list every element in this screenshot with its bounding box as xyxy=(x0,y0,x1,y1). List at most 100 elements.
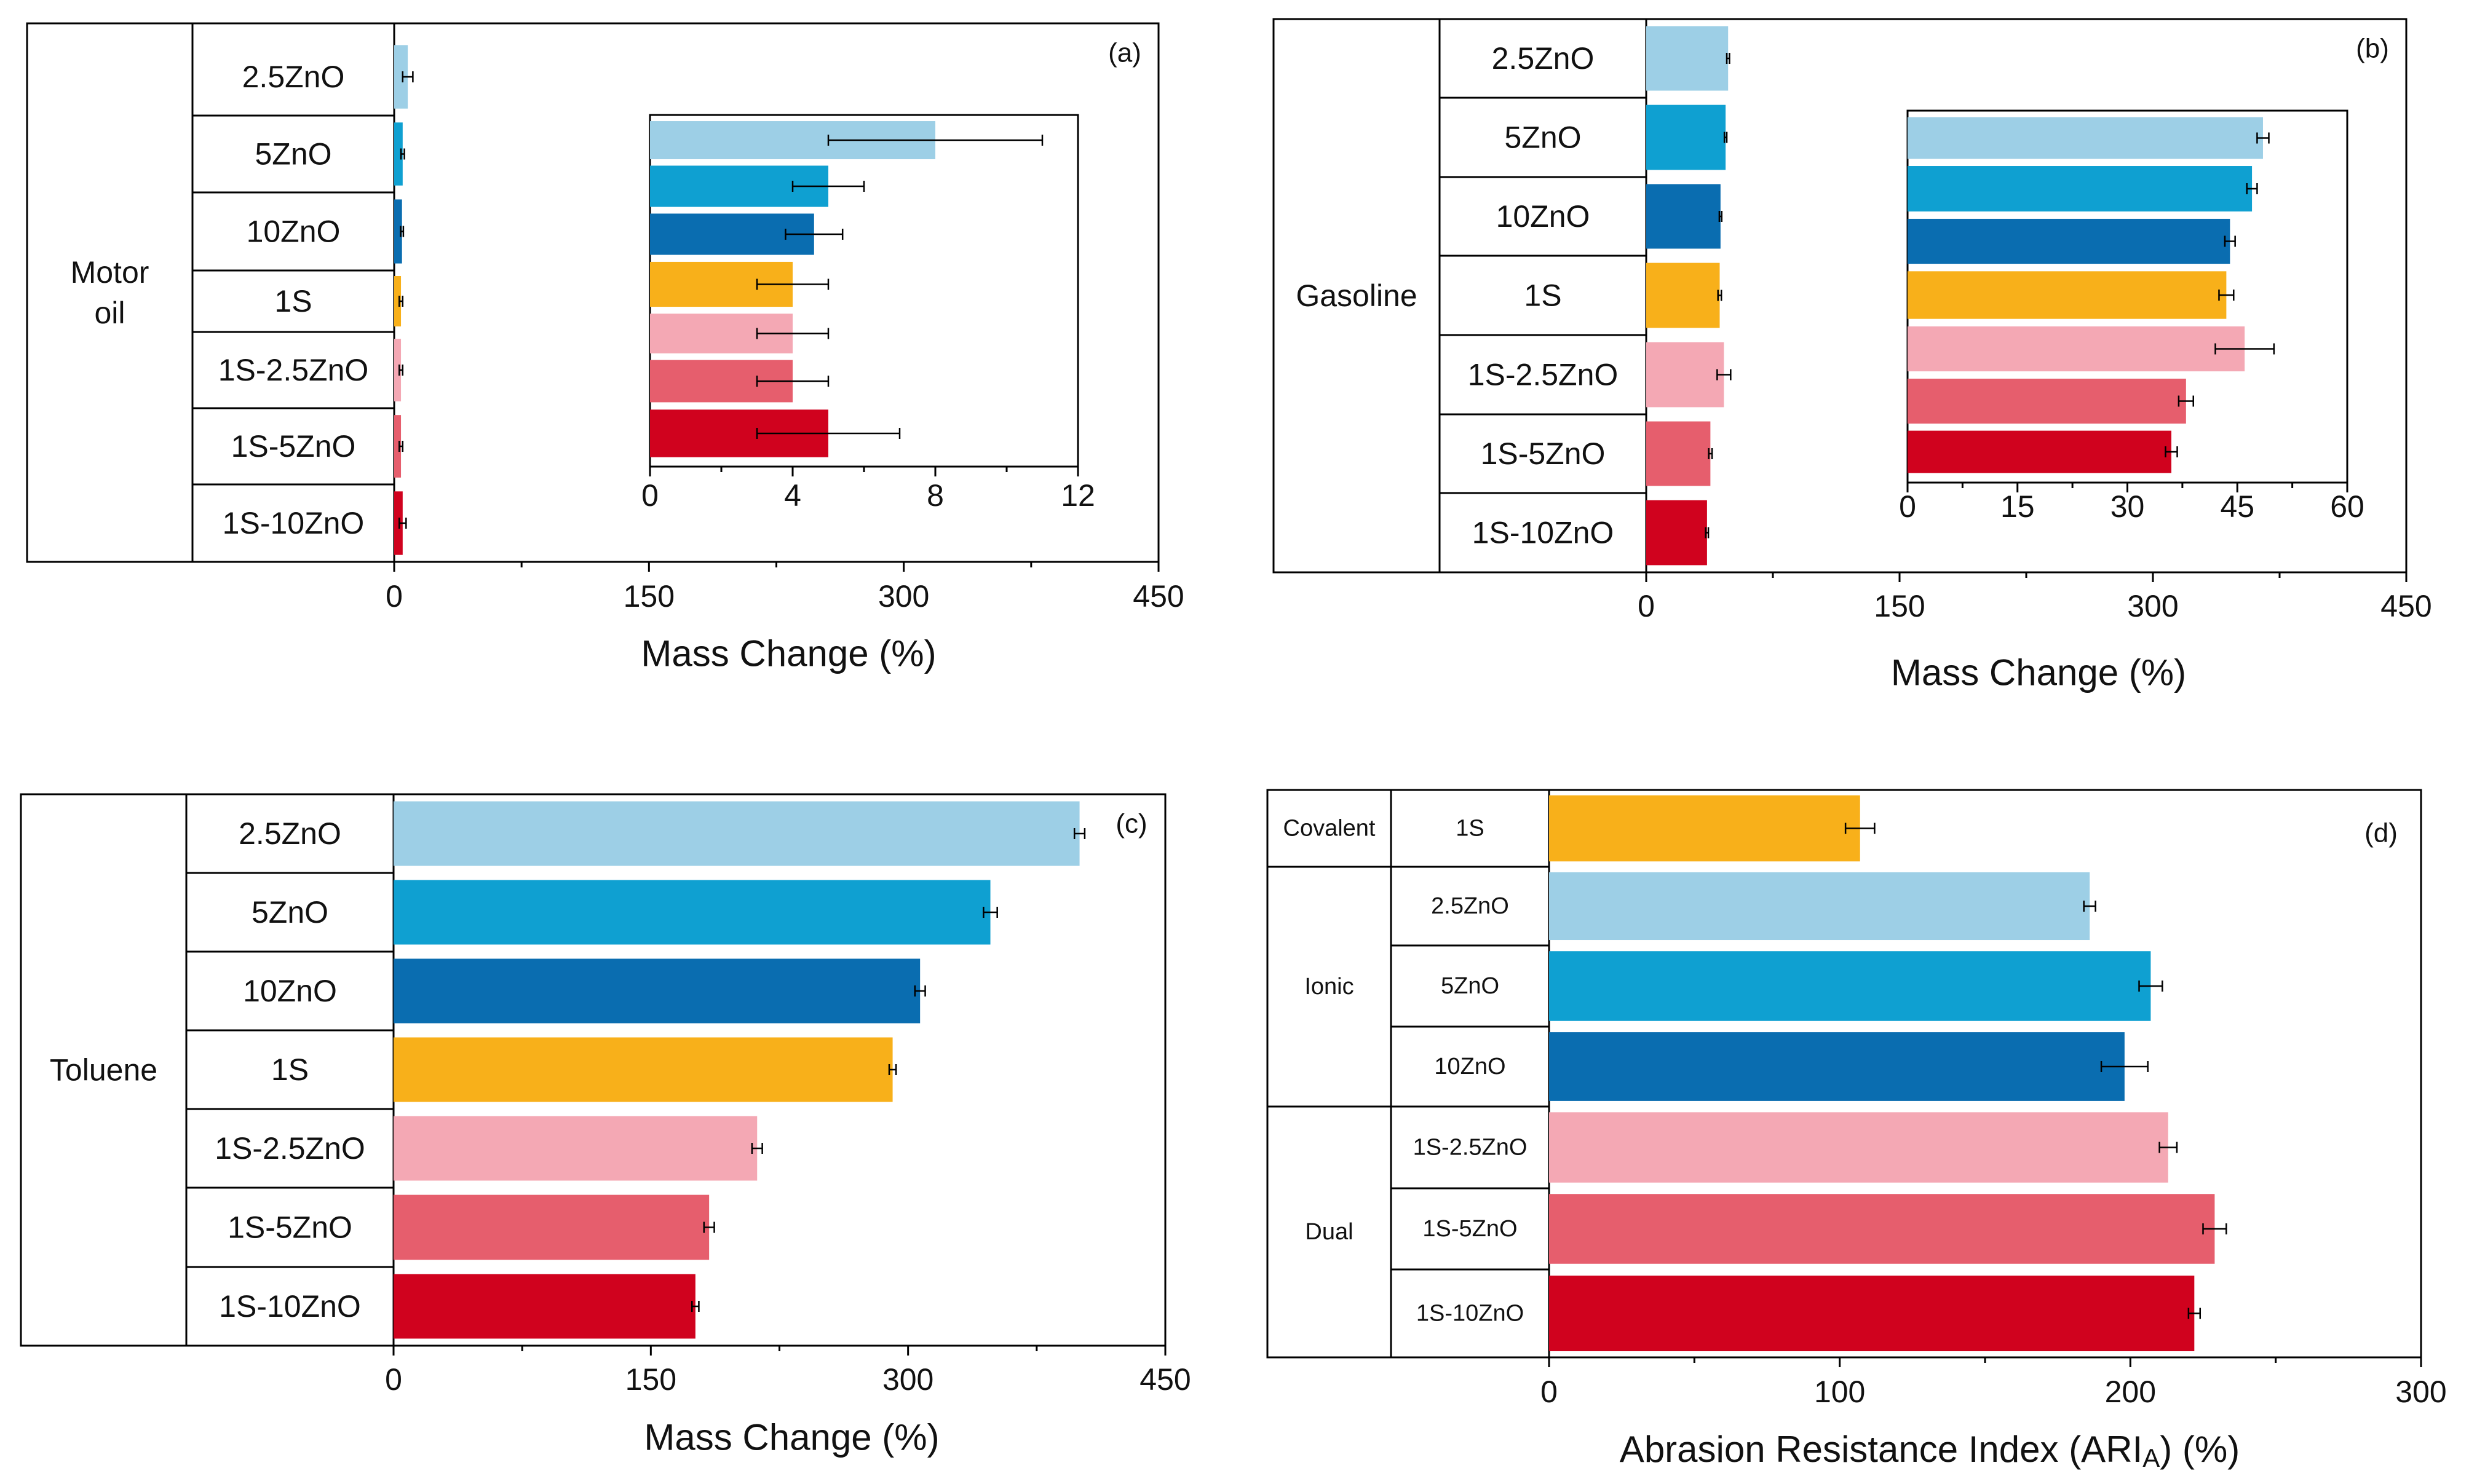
category-label: 10ZnO xyxy=(1496,199,1590,234)
bar xyxy=(394,801,1080,866)
category-label: 10ZnO xyxy=(247,215,341,249)
x-axis-label: Mass Change (%) xyxy=(644,1417,939,1458)
bar xyxy=(1646,105,1726,170)
bar xyxy=(394,1116,758,1181)
category-label: 1S-5ZnO xyxy=(231,429,356,464)
category-label: 1S-10ZnO xyxy=(219,1289,361,1324)
x-tick-label: 0 xyxy=(1540,1375,1558,1409)
category-label: 1S-2.5ZnO xyxy=(218,353,369,387)
x-tick-label: 300 xyxy=(2395,1375,2446,1409)
bar xyxy=(1646,184,1721,249)
bar xyxy=(394,1274,696,1339)
x-tick-label: 450 xyxy=(1139,1362,1191,1397)
bar xyxy=(1646,26,1729,91)
inset-bar xyxy=(1908,117,2263,159)
inset-x-tick-label: 15 xyxy=(2000,489,2035,524)
bar xyxy=(394,880,991,945)
inset-bar xyxy=(1908,378,2186,424)
x-axis-label: Mass Change (%) xyxy=(1891,652,2186,693)
bar xyxy=(394,122,403,186)
category-label: 1S xyxy=(1524,278,1561,313)
bar xyxy=(394,45,408,109)
x-tick-label: 150 xyxy=(625,1362,676,1397)
bar xyxy=(1549,1032,2125,1101)
panel-d: Covalent Ionic Dual (d) 1S 2.5ZnO 5ZnO 10ZnO 1S-… xyxy=(1266,789,2447,1472)
inset-x-tick-label: 8 xyxy=(927,478,944,513)
bar xyxy=(394,958,921,1024)
panel-b: Gasoline (b) 2.5ZnO 5ZnO 10ZnO 1S 1S-2.5ZnO 1S-… xyxy=(1272,18,2432,693)
panel-letter: (a) xyxy=(1108,38,1141,68)
x-tick-label: 300 xyxy=(882,1362,933,1397)
inset-x-tick-label: 60 xyxy=(2330,489,2364,524)
bar xyxy=(1646,262,1720,328)
x-tick-label: 300 xyxy=(2127,589,2178,623)
x-tick-label: 0 xyxy=(386,579,403,614)
inset-x-tick-label: 4 xyxy=(784,478,801,513)
plot-frame xyxy=(1272,18,2408,574)
category-label: 1S-10ZnO xyxy=(223,506,365,540)
category-label: 1S xyxy=(274,284,312,318)
group-label: Ionic xyxy=(1304,974,1353,1000)
category-label: 10ZnO xyxy=(243,974,337,1008)
x-tick-label: 0 xyxy=(385,1362,402,1397)
inset-chart: 0 15 30 45 60 xyxy=(1899,109,2364,524)
x-tick-label: 450 xyxy=(2380,589,2431,623)
category-label: 1S-10ZnO xyxy=(1472,516,1614,550)
group-label: Motor xyxy=(71,255,149,290)
inset-x-tick-label: 45 xyxy=(2220,489,2254,524)
inset-x-tick-label: 12 xyxy=(1061,478,1095,513)
x-axis-label-subscript: A xyxy=(2142,1443,2160,1472)
x-tick-label: 150 xyxy=(1874,589,1925,623)
panel-letter: (c) xyxy=(1116,809,1147,839)
x-axis-label: Abrasion Resistance Index (ARIA) (%) xyxy=(1620,1429,2240,1472)
inset-x-tick-label: 0 xyxy=(641,478,659,513)
inset-bar xyxy=(1908,166,2253,211)
x-tick-label: 450 xyxy=(1133,579,1184,614)
bar xyxy=(1549,951,2151,1021)
category-label: 1S-5ZnO xyxy=(228,1210,352,1245)
bar xyxy=(394,339,402,401)
category-label: 1S xyxy=(1456,816,1484,842)
category-label: 5ZnO xyxy=(255,137,331,172)
category-label: 2.5ZnO xyxy=(242,60,345,94)
bar xyxy=(394,1194,710,1260)
inset-x-tick-label: 30 xyxy=(2110,489,2145,524)
bar xyxy=(1549,872,2090,941)
x-tick-label: 150 xyxy=(624,579,675,614)
plot-frame xyxy=(26,22,1160,563)
category-label: 2.5ZnO xyxy=(1492,41,1595,76)
bar xyxy=(394,1037,893,1102)
x-tick-label: 100 xyxy=(1814,1375,1865,1409)
inset-bar xyxy=(1908,326,2245,372)
bar xyxy=(1646,500,1707,566)
plot-frame xyxy=(1266,789,2422,1359)
inset-x-tick-label: 0 xyxy=(1899,489,1916,524)
category-label: 1S-10ZnO xyxy=(1416,1301,1524,1327)
bar xyxy=(394,199,402,264)
x-tick-label: 200 xyxy=(2105,1375,2156,1409)
group-label: Gasoline xyxy=(1296,278,1417,313)
inset-bar xyxy=(1908,218,2230,264)
category-label: 5ZnO xyxy=(252,895,328,929)
x-axis-label-main: Abrasion Resistance Index (ARI xyxy=(1620,1429,2142,1470)
x-axis-label: Mass Change (%) xyxy=(641,633,936,674)
inset-chart: 0 4 8 12 xyxy=(641,114,1095,513)
panel-a: Motor oil (a) 2.5ZnO 5ZnO 10ZnO 1S 1S-2.5ZnO 1S-… xyxy=(26,22,1184,674)
category-label: 1S-5ZnO xyxy=(1481,436,1606,471)
group-label: oil xyxy=(94,296,125,330)
category-label: 1S-2.5ZnO xyxy=(1413,1135,1528,1161)
x-axis-label-end: ) (%) xyxy=(2160,1429,2240,1470)
panel-letter: (b) xyxy=(2356,34,2389,64)
bar xyxy=(1549,795,1860,862)
bar xyxy=(394,276,402,326)
group-label: Dual xyxy=(1305,1219,1353,1245)
category-label: 5ZnO xyxy=(1504,120,1581,155)
category-label: 1S-2.5ZnO xyxy=(215,1131,365,1166)
bar xyxy=(1549,1194,2215,1264)
category-label: 10ZnO xyxy=(1434,1054,1505,1079)
group-label: Toluene xyxy=(50,1053,157,1087)
bar xyxy=(1549,1276,2195,1351)
category-label: 1S-5ZnO xyxy=(1422,1216,1517,1242)
category-label: 2.5ZnO xyxy=(1431,893,1509,919)
